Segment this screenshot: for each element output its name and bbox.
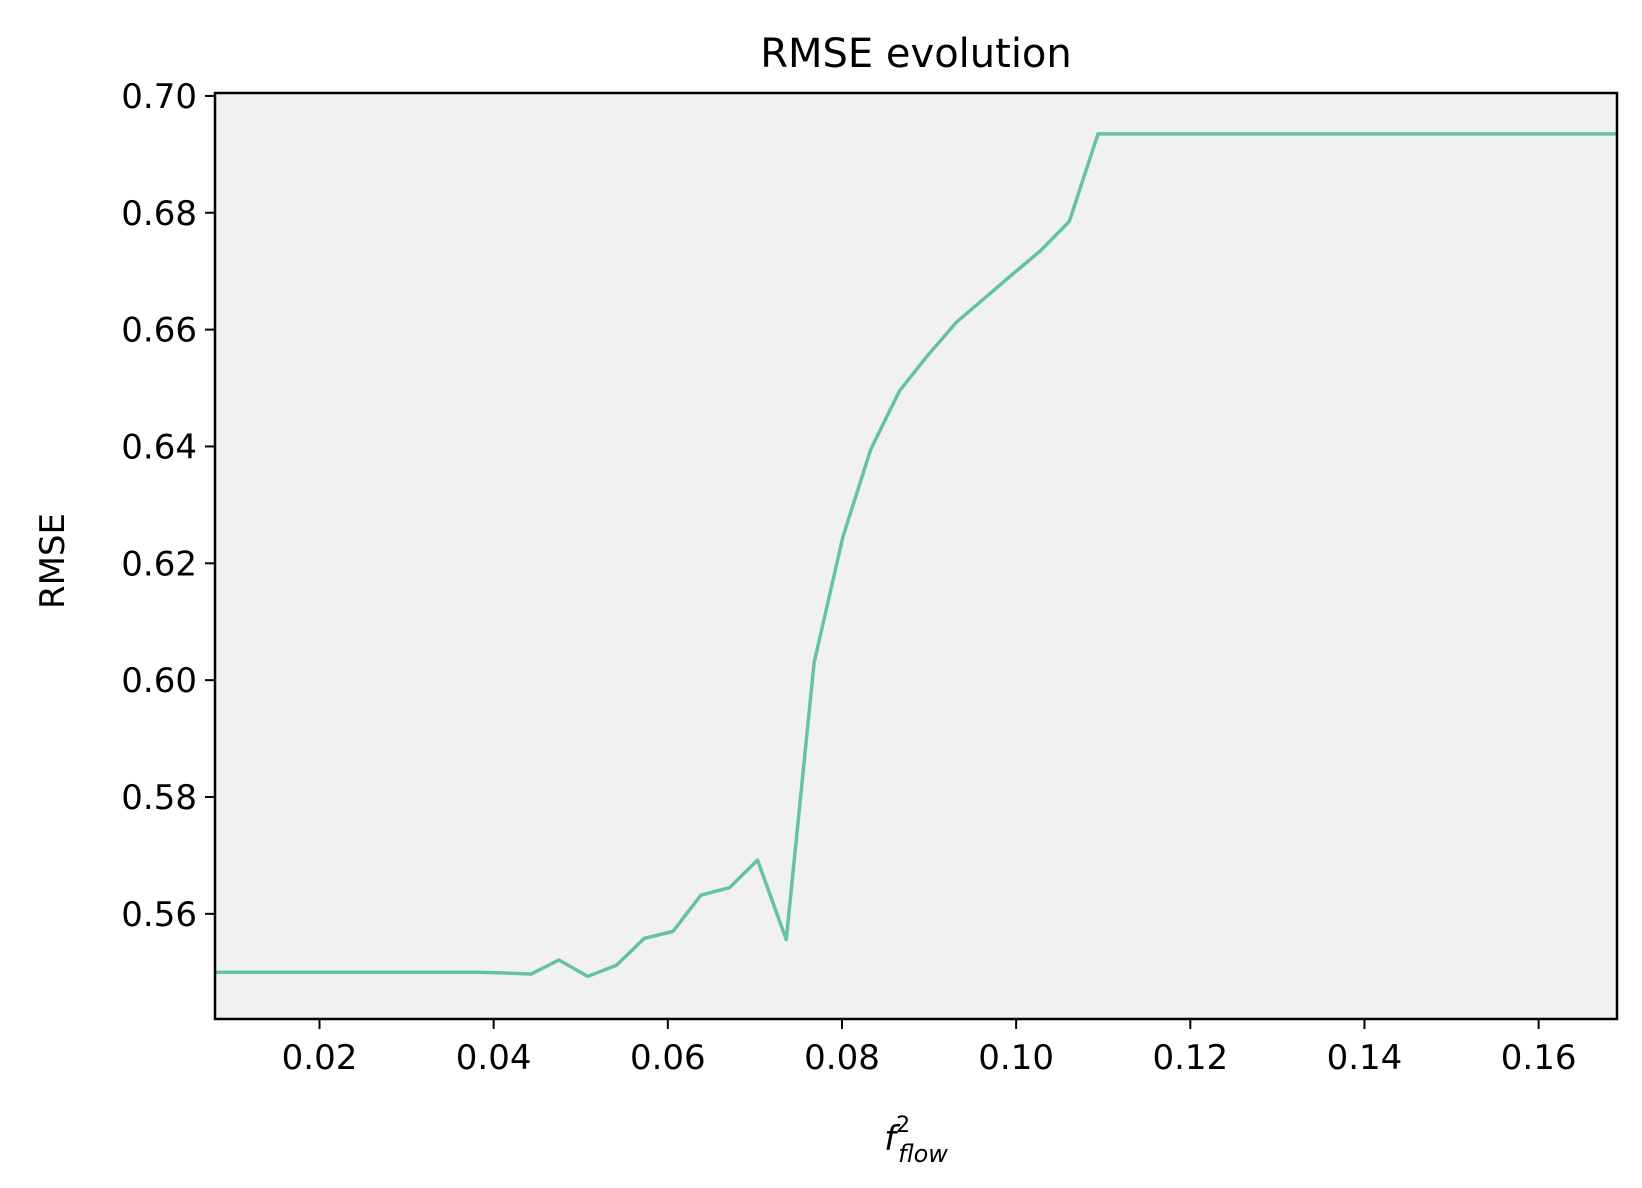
x-tick-label: 0.16 <box>1501 1038 1577 1078</box>
x-tick-label: 0.12 <box>1152 1038 1228 1078</box>
chart-title: RMSE evolution <box>760 31 1072 77</box>
x-tick-label: 0.06 <box>630 1038 706 1078</box>
x-axis-ticks: 0.02 0.04 0.06 0.08 0.10 0.12 0.14 0.16 <box>282 1019 1577 1078</box>
y-tick-label: 0.70 <box>121 77 197 117</box>
y-tick-label: 0.66 <box>121 311 197 351</box>
y-tick-label: 0.56 <box>121 895 197 935</box>
x-tick-label: 0.04 <box>456 1038 532 1078</box>
y-axis-label: RMSE <box>33 513 73 609</box>
x-axis-label-sup: 2 <box>896 1113 910 1138</box>
y-tick-label: 0.60 <box>121 661 197 701</box>
y-axis-ticks: 0.56 0.58 0.60 0.62 0.64 0.66 0.68 0.70 <box>121 77 215 935</box>
y-tick-label: 0.62 <box>121 544 197 584</box>
x-axis-label-sub: flow <box>898 1140 948 1168</box>
y-tick-label: 0.58 <box>121 778 197 818</box>
x-tick-label: 0.14 <box>1327 1038 1403 1078</box>
y-tick-label: 0.68 <box>121 194 197 234</box>
x-axis-label: f2 flow <box>884 1113 948 1168</box>
plot-background <box>215 93 1617 1019</box>
y-tick-label: 0.64 <box>121 427 197 467</box>
x-tick-label: 0.02 <box>282 1038 358 1078</box>
plot-frame <box>213 91 1619 1021</box>
series-layer <box>215 132 1617 979</box>
x-tick-label: 0.10 <box>978 1038 1054 1078</box>
series-line-0 <box>215 132 1617 979</box>
x-tick-label: 0.08 <box>804 1038 880 1078</box>
